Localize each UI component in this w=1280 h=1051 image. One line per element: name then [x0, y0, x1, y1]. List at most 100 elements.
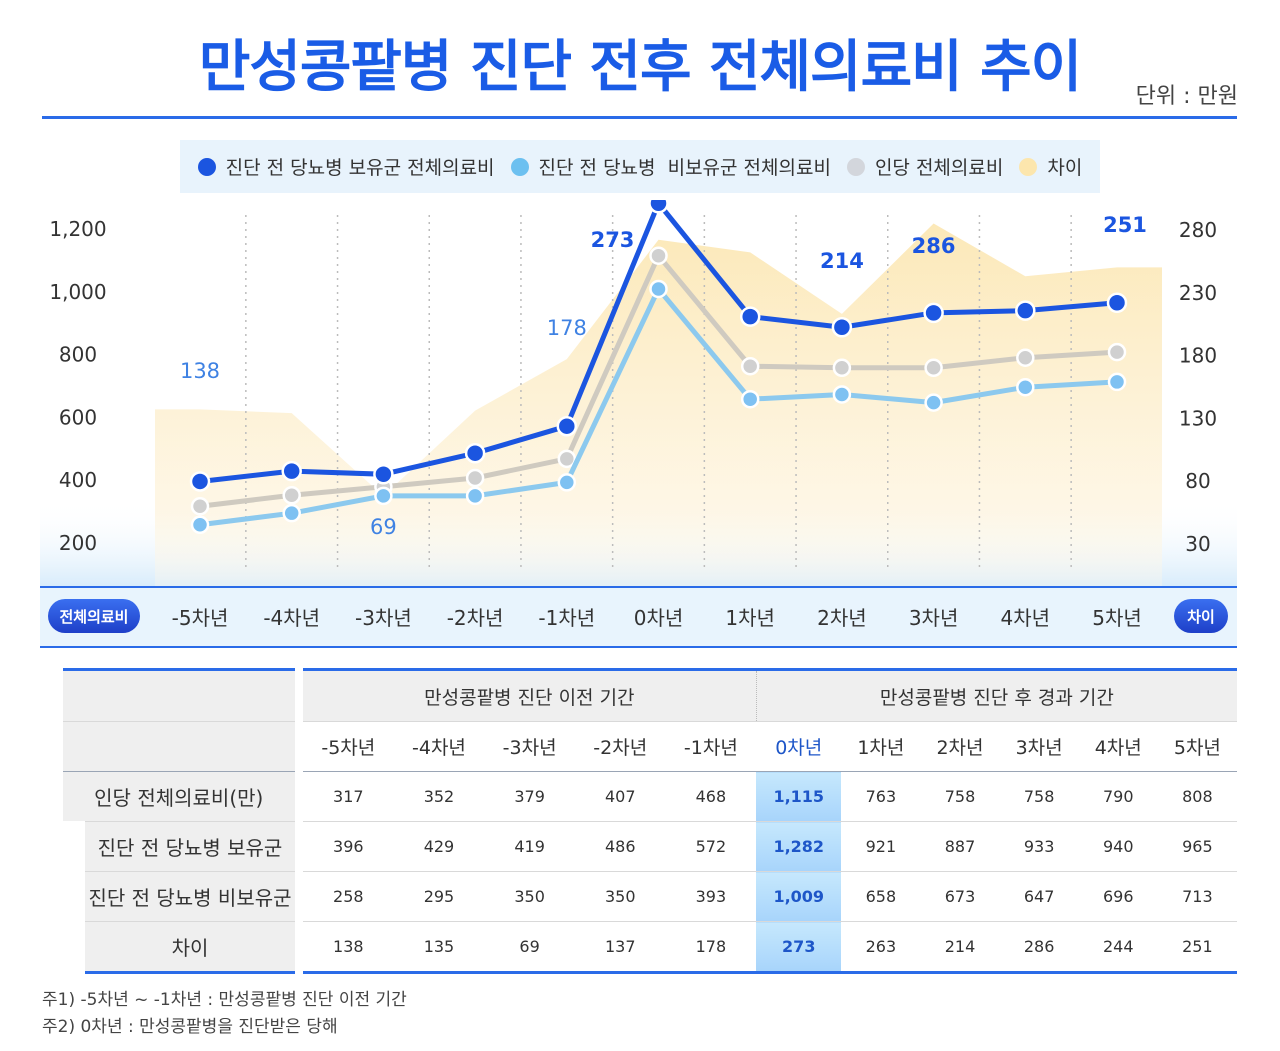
chart-legend: 진단 전 당뇨병 보유군 전체의료비 진단 전 당뇨병 비보유군 전체의료비 인… [180, 140, 1100, 193]
y-left-tick: 200 [59, 531, 97, 555]
data-point-holder [1106, 292, 1128, 314]
legend-item-holder: 진단 전 당뇨병 보유군 전체의료비 [197, 153, 495, 180]
table-cell: 317 [303, 771, 394, 822]
table-row-labels: 인당 전체의료비(만) 진단 전 당뇨병 보유군 진단 전 당뇨병 비보유군 차… [40, 668, 295, 974]
legend-dot-nonholder [510, 157, 529, 176]
data-point-holder [1015, 300, 1036, 321]
column-header: -5차년 [303, 721, 394, 772]
y-left-tick: 800 [59, 343, 97, 367]
difference-data-label: 214 [820, 249, 864, 273]
table-cell: 396 [303, 821, 394, 872]
table-cell: 244 [1078, 921, 1158, 974]
table-cell: 350 [484, 871, 575, 922]
table-cell: 468 [665, 771, 757, 822]
difference-area [155, 223, 1162, 587]
x-axis-band [40, 586, 1237, 648]
difference-data-label: 273 [591, 228, 635, 252]
table-cell: 352 [393, 771, 485, 822]
table-cell: 647 [999, 871, 1079, 922]
page-title: 만성콩팥병 진단 전후 전체의료비 추이 [198, 35, 1082, 100]
y-right-tick: 80 [1185, 469, 1210, 493]
left-axis-pill: 전체의료비 [48, 599, 140, 633]
column-header: 0차년 [756, 721, 842, 772]
y-right-tick: 230 [1179, 281, 1217, 305]
y-right-tick: 130 [1179, 406, 1217, 430]
data-point-holder [189, 471, 211, 492]
table-cell: 808 [1157, 771, 1237, 822]
line-chart: 1,200 1,000 800 600 400 200 280 230 180 130 80 30 13… [40, 200, 1237, 587]
table-cell: 263 [841, 921, 921, 974]
data-point-holder [464, 442, 486, 464]
data-point-average [190, 497, 210, 516]
column-header: 3차년 [999, 721, 1079, 772]
x-tick-label: -4차년 [263, 606, 321, 630]
table-cell: 758 [999, 771, 1079, 822]
column-header: -4차년 [393, 721, 485, 772]
table-cell: 933 [999, 821, 1079, 872]
column-header: 4차년 [1078, 721, 1158, 772]
data-point-holder [831, 317, 853, 338]
legend-item-difference: 차이 [1019, 153, 1082, 180]
table-cell: 1,282 [756, 821, 842, 872]
data-point-nonholder [649, 279, 668, 299]
x-tick-label: 3차년 [908, 606, 959, 630]
x-tick-label: 1차년 [725, 606, 775, 630]
table-cell: 429 [393, 821, 485, 872]
data-point-holder [739, 306, 761, 327]
y-right-tick: 30 [1185, 532, 1210, 556]
legend-label-nonholder: 진단 전 당뇨병 비보유군 전체의료비 [538, 157, 831, 179]
table-cell: 258 [303, 871, 394, 922]
table-cell: 1,115 [756, 771, 842, 822]
data-table: 만성콩팥병 진단 이전 기간 만성콩팥병 진단 후 경과 기간 -5차년 -4차년… [303, 668, 1237, 974]
table-cell: 69 [484, 921, 575, 974]
row-label-holder: 진단 전 당뇨병 보유군 [40, 821, 295, 872]
data-point-nonholder [465, 486, 485, 506]
data-point-nonholder [1107, 372, 1127, 392]
table-row: 396 429 419 486 572 1,282 921 887 933 940 965 [303, 821, 1237, 872]
table-cell: 790 [1078, 771, 1158, 822]
table-cell: 286 [999, 921, 1079, 974]
table-cell: 137 [574, 921, 666, 974]
data-point-average [924, 358, 943, 378]
data-point-holder [373, 463, 394, 485]
data-point-nonholder [374, 486, 393, 506]
legend-label-holder: 진단 전 당뇨병 보유군 전체의료비 [225, 157, 495, 179]
table-cell: 940 [1078, 821, 1158, 872]
data-point-average [465, 468, 485, 488]
y-left-tick: 1,200 [49, 217, 106, 241]
footnote-2: 주2) 0차년 : 만성콩팥병을 진단받은 당해 [42, 1017, 338, 1037]
table-cell: 419 [484, 821, 575, 872]
column-header: -3차년 [484, 721, 575, 772]
table-row: 317 352 379 407 468 1,115 763 758 758 790 808 [303, 771, 1237, 822]
data-point-nonholder [190, 515, 210, 535]
table-cell: 295 [393, 871, 485, 922]
y-left-tick: 600 [59, 405, 97, 429]
table-cell: 572 [665, 821, 757, 872]
data-point-holder [923, 302, 944, 324]
table-cell: 214 [920, 921, 1000, 974]
table-cell: 965 [1157, 821, 1237, 872]
legend-dot-average [846, 157, 865, 176]
y-left-tick: 1,000 [49, 280, 106, 304]
x-tick-label: -1차년 [538, 606, 596, 630]
difference-data-label: 251 [1103, 213, 1147, 237]
title-divider [42, 116, 1237, 119]
data-point-average [649, 246, 668, 265]
x-tick-label: 2차년 [817, 606, 867, 630]
x-tick-label: 0차년 [633, 606, 684, 630]
legend-dot-holder [197, 157, 216, 176]
group-header-before: 만성콩팥병 진단 이전 기간 [303, 668, 757, 722]
difference-data-label: 286 [912, 234, 956, 258]
x-tick-label: -2차년 [446, 606, 504, 630]
table-cell: 696 [1078, 871, 1158, 922]
table-cell: 135 [393, 921, 485, 974]
table-cell: 138 [303, 921, 394, 974]
table-corner-top [62, 668, 295, 722]
data-point-average [1016, 348, 1035, 367]
footnote-1: 주1) -5차년 ~ -1차년 : 만성콩팥병 진단 이전 기간 [42, 990, 407, 1010]
data-point-nonholder [282, 503, 301, 523]
table-row: 258 295 350 350 393 1,009 658 673 647 696 713 [303, 871, 1237, 922]
column-header: -1차년 [665, 721, 757, 772]
row-label-difference: 차이 [40, 921, 295, 974]
column-header: 5차년 [1157, 721, 1237, 772]
